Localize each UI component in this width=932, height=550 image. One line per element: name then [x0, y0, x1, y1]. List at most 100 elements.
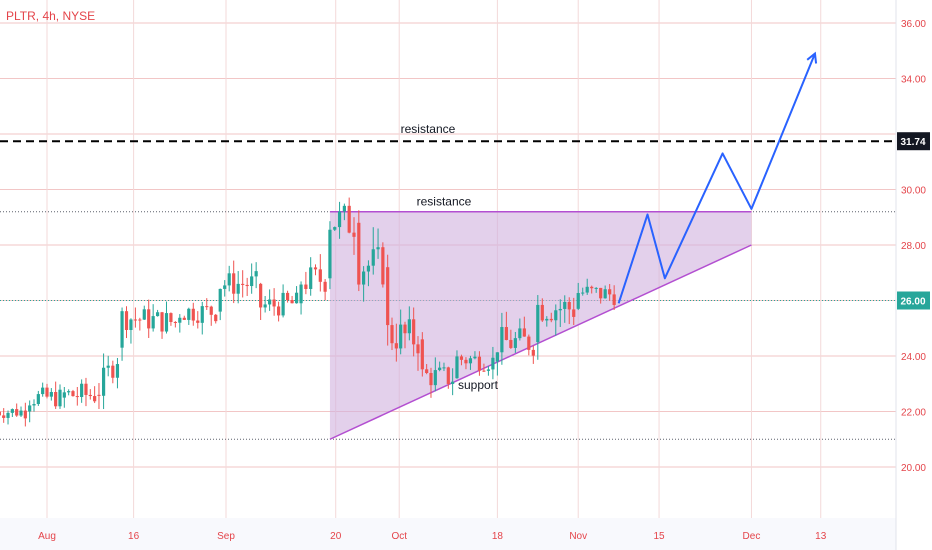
candle[interactable]: [71, 389, 75, 397]
candle[interactable]: [218, 288, 222, 321]
candle[interactable]: [554, 304, 558, 336]
candle[interactable]: [504, 311, 508, 341]
candle[interactable]: [352, 217, 356, 255]
candle[interactable]: [549, 312, 553, 323]
candle[interactable]: [323, 279, 327, 301]
candle[interactable]: [416, 336, 420, 371]
candle[interactable]: [563, 295, 567, 323]
candle[interactable]: [45, 383, 49, 399]
candle[interactable]: [522, 316, 526, 337]
candle[interactable]: [241, 270, 245, 298]
candle[interactable]: [120, 307, 124, 361]
candle[interactable]: [49, 388, 53, 401]
candle[interactable]: [366, 260, 371, 287]
candle[interactable]: [75, 386, 79, 406]
candle[interactable]: [285, 290, 290, 303]
candle[interactable]: [254, 262, 258, 289]
price-axis[interactable]: [895, 0, 930, 550]
candle[interactable]: [54, 381, 58, 409]
candle[interactable]: [567, 297, 571, 325]
candle[interactable]: [599, 287, 603, 304]
candle[interactable]: [451, 368, 455, 396]
candle[interactable]: [412, 307, 416, 357]
candle[interactable]: [446, 366, 450, 389]
candle[interactable]: [486, 365, 491, 376]
candle[interactable]: [612, 285, 616, 310]
candle[interactable]: [169, 312, 173, 326]
candle[interactable]: [304, 271, 308, 295]
candle[interactable]: [19, 406, 23, 418]
candle[interactable]: [299, 281, 303, 315]
candle[interactable]: [399, 309, 403, 355]
projection-path[interactable]: [617, 53, 816, 304]
candle[interactable]: [164, 301, 169, 334]
candle[interactable]: [272, 288, 276, 316]
candle[interactable]: [191, 302, 195, 326]
candle[interactable]: [328, 221, 332, 290]
candle[interactable]: [403, 321, 407, 349]
candle[interactable]: [425, 364, 429, 375]
candle[interactable]: [182, 315, 186, 320]
candle[interactable]: [268, 289, 272, 311]
candle[interactable]: [603, 285, 607, 299]
triangle-support-line[interactable]: [329, 244, 752, 440]
candle[interactable]: [464, 357, 468, 370]
candle[interactable]: [129, 318, 133, 344]
candle[interactable]: [576, 282, 580, 311]
candle[interactable]: [455, 350, 459, 379]
candle[interactable]: [97, 383, 101, 410]
candle[interactable]: [290, 295, 294, 304]
candle[interactable]: [205, 298, 209, 310]
candle[interactable]: [500, 312, 504, 365]
candle[interactable]: [88, 389, 92, 400]
candle[interactable]: [58, 384, 62, 409]
candle[interactable]: [477, 351, 482, 376]
candle[interactable]: [2, 408, 6, 423]
candle[interactable]: [214, 313, 218, 324]
candle[interactable]: [173, 321, 177, 328]
candle[interactable]: [536, 295, 540, 360]
candle[interactable]: [93, 386, 97, 404]
candle[interactable]: [151, 304, 155, 332]
candle[interactable]: [337, 201, 342, 239]
candle[interactable]: [124, 306, 129, 339]
candle[interactable]: [223, 280, 227, 297]
candle[interactable]: [473, 351, 477, 360]
candle[interactable]: [232, 260, 236, 304]
candle[interactable]: [394, 323, 398, 362]
candle[interactable]: [23, 402, 27, 427]
candle[interactable]: [531, 345, 535, 364]
candle[interactable]: [594, 287, 598, 293]
candle[interactable]: [420, 332, 424, 377]
candle[interactable]: [513, 331, 517, 353]
candle[interactable]: [347, 197, 351, 234]
candle[interactable]: [333, 226, 337, 232]
candle[interactable]: [540, 298, 544, 322]
candle[interactable]: [362, 266, 366, 302]
candle[interactable]: [357, 210, 361, 292]
candle[interactable]: [433, 357, 437, 392]
candle[interactable]: [0, 408, 1, 420]
candle[interactable]: [227, 265, 231, 292]
candle[interactable]: [459, 354, 464, 366]
candle[interactable]: [294, 286, 299, 304]
candle[interactable]: [80, 379, 84, 403]
candle[interactable]: [468, 355, 473, 370]
candle[interactable]: [138, 317, 142, 331]
candle[interactable]: [36, 390, 40, 406]
candle[interactable]: [407, 306, 411, 341]
candle[interactable]: [15, 403, 19, 417]
candle[interactable]: [155, 309, 160, 317]
candle[interactable]: [133, 307, 137, 328]
candle[interactable]: [438, 361, 442, 372]
candle[interactable]: [196, 311, 200, 329]
candle[interactable]: [209, 305, 213, 326]
candle[interactable]: [62, 386, 66, 408]
candle[interactable]: [6, 410, 10, 425]
candle[interactable]: [518, 318, 522, 341]
candle[interactable]: [28, 400, 32, 423]
candle[interactable]: [106, 355, 110, 377]
candle[interactable]: [386, 254, 390, 346]
candle[interactable]: [277, 301, 281, 322]
